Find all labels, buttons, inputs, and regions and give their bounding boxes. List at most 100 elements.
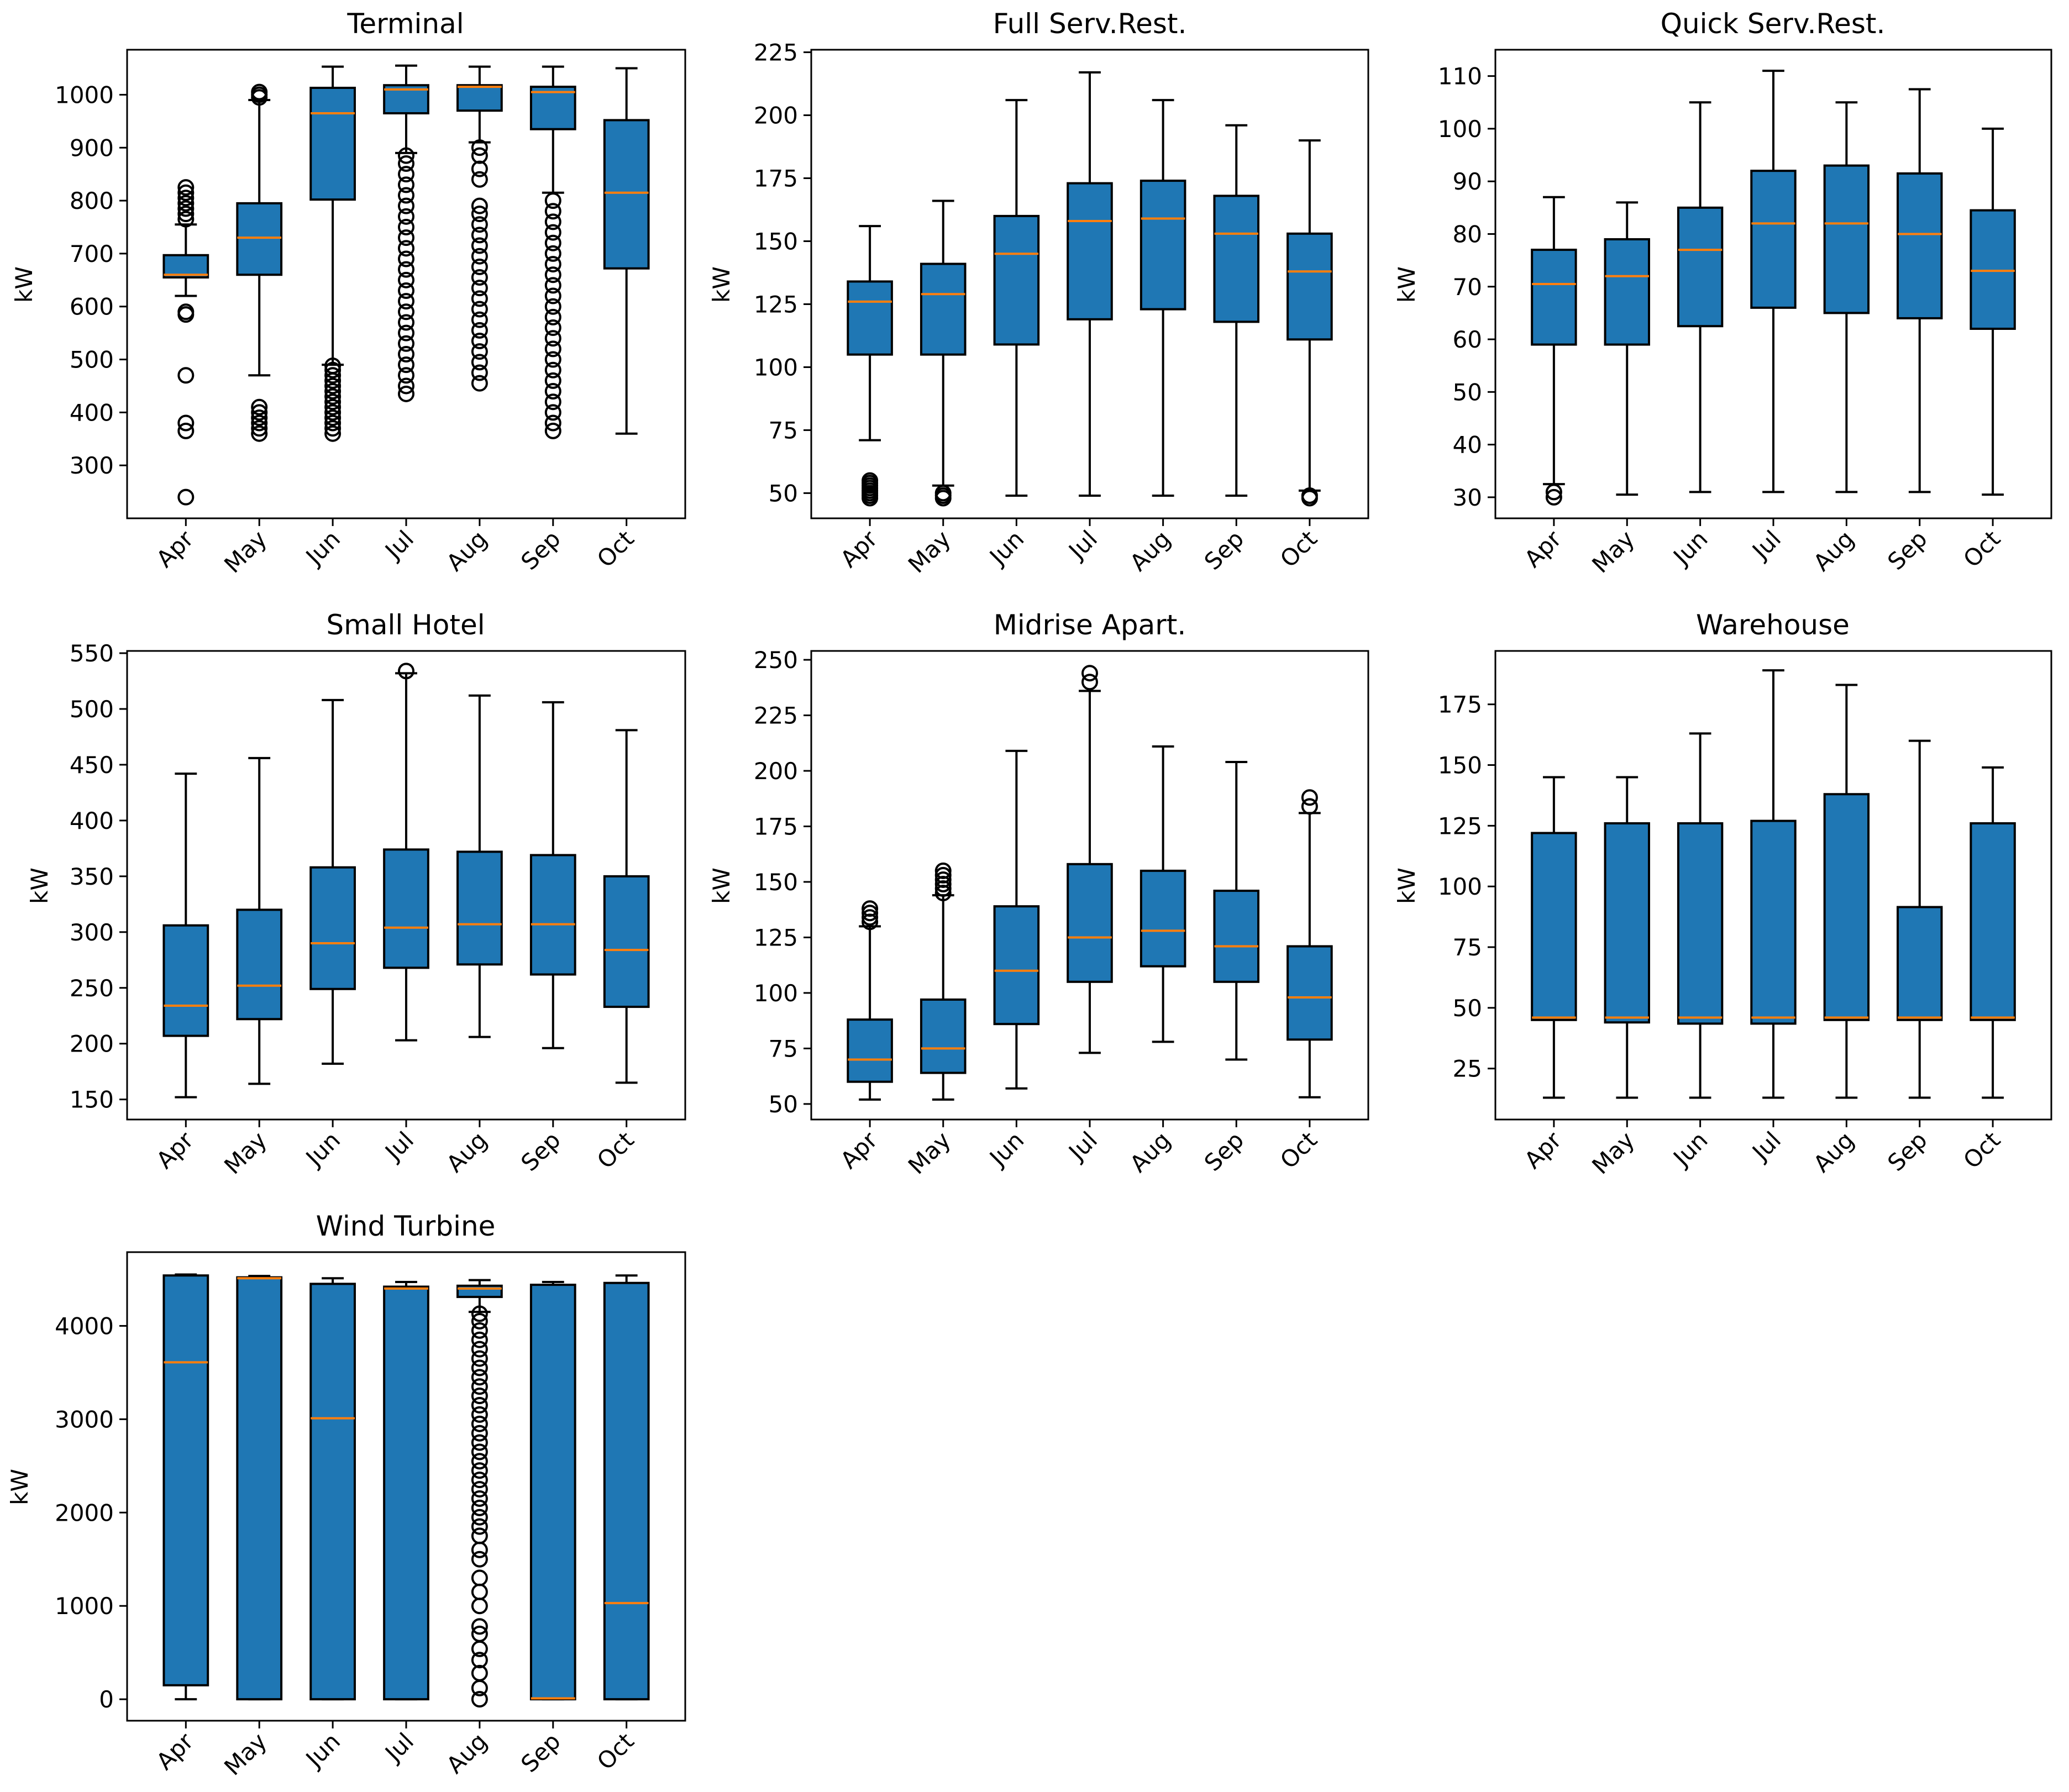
- outlier-point: [177, 179, 195, 196]
- box-oct: [1970, 766, 2016, 1099]
- box-may: [1604, 776, 1650, 1099]
- outlier-point: [544, 404, 561, 421]
- box-body: [1750, 170, 1797, 309]
- outlier-point: [398, 314, 414, 331]
- outlier-point: [398, 166, 414, 183]
- box-body: [1897, 172, 1943, 319]
- outlier-point: [1301, 798, 1318, 815]
- box-body: [1286, 232, 1333, 341]
- y-tick-label: 700: [70, 240, 114, 267]
- outlier-point: [324, 388, 342, 405]
- outlier-point: [324, 393, 342, 411]
- box-body: [383, 1285, 429, 1701]
- y-tick-label: 175: [1438, 691, 1482, 718]
- outlier-point: [544, 234, 561, 251]
- outlier-point: [471, 237, 488, 254]
- box-body: [1604, 238, 1650, 346]
- outlier-point: [544, 308, 561, 325]
- y-tick-label: 75: [769, 417, 798, 444]
- y-tick-label: 50: [1453, 995, 1482, 1022]
- box-apr: [847, 900, 893, 1101]
- outlier-point: [544, 256, 561, 273]
- outlier-point: [471, 1350, 488, 1367]
- subplot-titles: Terminal Full Serv.Rest. Quick Serv.Rest…: [316, 8, 1886, 1242]
- y-tick-label: 80: [1453, 220, 1482, 248]
- outlier-point: [1545, 484, 1562, 501]
- outlier-point: [471, 322, 488, 339]
- outlier-point: [544, 340, 561, 358]
- outlier-point: [324, 361, 342, 379]
- outlier-point: [398, 155, 414, 172]
- box-sep: [1897, 88, 1943, 493]
- y-tick-label: 200: [754, 102, 798, 129]
- box-apr: [1531, 196, 1577, 506]
- y-tick-label: 225: [754, 39, 798, 66]
- y-tick-label: 75: [769, 1035, 798, 1062]
- outlier-point: [471, 1434, 488, 1451]
- box-may: [920, 862, 967, 1101]
- y-tick-label: 30: [1453, 484, 1482, 511]
- box-sep: [529, 1281, 576, 1701]
- box-body: [1286, 945, 1333, 1041]
- outlier-point: [324, 409, 342, 426]
- box-aug: [1139, 745, 1186, 1043]
- y-tick-label: 50: [769, 480, 798, 507]
- outlier-point: [471, 1378, 488, 1395]
- box-body: [993, 214, 1040, 346]
- outlier-point: [398, 282, 414, 299]
- outlier-point: [1545, 488, 1562, 506]
- box-body: [1677, 206, 1724, 328]
- ylabel-quick-serv-rest: kW: [1393, 266, 1420, 303]
- outlier-point: [471, 343, 488, 360]
- y-tick-label: 500: [70, 346, 114, 374]
- box-jul: [383, 1281, 429, 1701]
- outlier-point: [862, 905, 879, 922]
- y-tick-label: 150: [754, 228, 798, 255]
- box-body: [993, 905, 1040, 1026]
- outlier-point: [471, 1664, 488, 1681]
- outlier-point: [1081, 674, 1098, 691]
- outlier-point: [471, 1691, 488, 1708]
- y-tick-label: 150: [70, 1086, 114, 1113]
- box-body: [1531, 832, 1577, 1021]
- box-aug: [456, 694, 503, 1038]
- y-tick-label: 200: [70, 1031, 114, 1058]
- box-body: [309, 866, 356, 990]
- box-body: [1677, 822, 1724, 1025]
- axes-frame: [1494, 650, 2052, 1121]
- box-jun: [993, 99, 1040, 497]
- subplot-title-terminal: Terminal: [346, 8, 464, 40]
- outlier-point: [398, 345, 414, 362]
- box-body: [1823, 793, 1870, 1021]
- outlier-point: [471, 216, 488, 233]
- box-aug: [1823, 101, 1870, 493]
- y-tick-label: 4000: [55, 1312, 114, 1339]
- y-tick-label: 400: [70, 807, 114, 834]
- ylabel-midrise-apart: kW: [708, 868, 735, 904]
- box-body: [456, 84, 503, 112]
- outlier-point: [544, 245, 561, 262]
- box-oct: [1970, 127, 2016, 496]
- outlier-point: [398, 187, 414, 204]
- outlier-point: [251, 404, 268, 421]
- box-aug: [456, 1279, 503, 1708]
- y-tick-label: 25: [1453, 1055, 1482, 1082]
- box-oct: [603, 67, 650, 435]
- box-apr: [1531, 776, 1577, 1099]
- box-may: [1604, 201, 1650, 496]
- box-sep: [529, 65, 576, 439]
- outlier-point: [544, 319, 561, 337]
- outlier-point: [471, 290, 488, 307]
- outlier-point: [177, 367, 195, 384]
- outlier-point: [544, 192, 561, 209]
- box-apr: [847, 225, 893, 507]
- outlier-point: [471, 1443, 488, 1460]
- y-tick-label: 200: [754, 758, 798, 785]
- box-body: [920, 262, 967, 356]
- y-tick-label: 900: [70, 134, 114, 161]
- box-jun: [309, 65, 356, 442]
- box-body: [1897, 906, 1943, 1021]
- outlier-point: [251, 409, 268, 426]
